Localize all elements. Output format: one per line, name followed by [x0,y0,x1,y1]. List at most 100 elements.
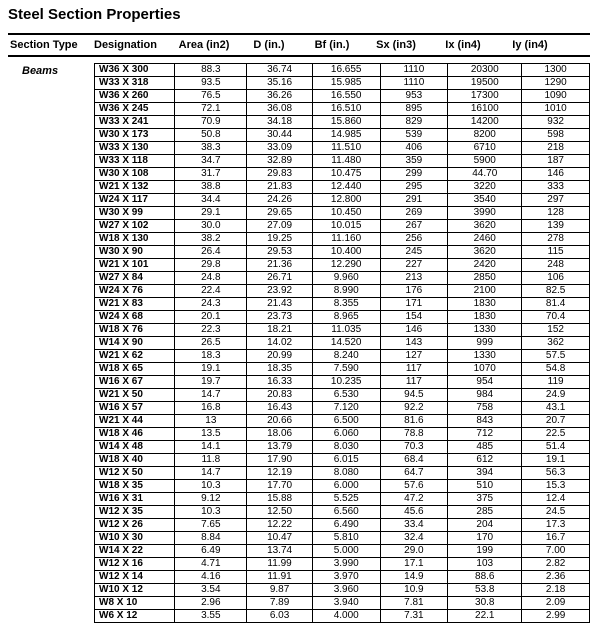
cell-bf: 6.060 [312,428,380,441]
cell-d: 23.73 [247,311,313,324]
cell-area: 38.8 [175,181,247,194]
cell-d: 13.79 [247,441,313,454]
table-row: W10 X 308.8410.475.81032.417016.7 [95,532,590,545]
cell-sx: 146 [380,324,448,337]
cell-d: 21.43 [247,298,313,311]
table-row: W21 X 6218.320.998.240127133057.5 [95,350,590,363]
cell-area: 6.49 [175,545,247,558]
cell-area: 24.3 [175,298,247,311]
cell-d: 27.09 [247,220,313,233]
cell-sx: 359 [380,155,448,168]
table-row: W6 X 123.556.034.0007.3122.12.99 [95,610,590,623]
cell-area: 76.5 [175,90,247,103]
cell-designation: W24 X 117 [95,194,175,207]
cell-ix: 3540 [448,194,522,207]
cell-designation: W6 X 12 [95,610,175,623]
cell-area: 3.54 [175,584,247,597]
cell-bf: 15.860 [312,116,380,129]
cell-designation: W16 X 31 [95,493,175,506]
table-row: W16 X 5716.816.437.12092.275843.1 [95,402,590,415]
cell-sx: 213 [380,272,448,285]
cell-designation: W14 X 48 [95,441,175,454]
cell-ix: 17300 [448,90,522,103]
cell-sx: 117 [380,363,448,376]
table-row: W18 X 6519.118.357.590117107054.8 [95,363,590,376]
cell-designation: W18 X 65 [95,363,175,376]
table-row: W33 X 31893.535.1615.9851110195001290 [95,77,590,90]
cell-iy: 24.9 [522,389,590,402]
cell-ix: 999 [448,337,522,350]
cell-designation: W12 X 35 [95,506,175,519]
cell-d: 12.19 [247,467,313,480]
cell-d: 12.22 [247,519,313,532]
cell-designation: W36 X 245 [95,103,175,116]
cell-d: 13.74 [247,545,313,558]
cell-bf: 10.450 [312,207,380,220]
cell-iy: 139 [522,220,590,233]
cell-area: 19.1 [175,363,247,376]
cell-bf: 11.035 [312,324,380,337]
cell-iy: 57.5 [522,350,590,363]
cell-d: 20.83 [247,389,313,402]
table-row: W12 X 5014.712.198.08064.739456.3 [95,467,590,480]
cell-designation: W14 X 90 [95,337,175,350]
cell-ix: 170 [448,532,522,545]
cell-iy: 115 [522,246,590,259]
cell-ix: 1330 [448,324,522,337]
cell-designation: W30 X 173 [95,129,175,142]
cell-ix: 88.6 [448,571,522,584]
cell-iy: 24.5 [522,506,590,519]
cell-ix: 1070 [448,363,522,376]
cell-ix: 22.1 [448,610,522,623]
cell-sx: 299 [380,168,448,181]
cell-ix: 954 [448,376,522,389]
cell-d: 21.36 [247,259,313,272]
col-header-iy: Iy (in4) [498,39,562,51]
table-row: W18 X 13038.219.2511.1602562460278 [95,233,590,246]
cell-ix: 44.70 [448,168,522,181]
cell-designation: W33 X 130 [95,142,175,155]
cell-d: 7.89 [247,597,313,610]
table-row: W24 X 11734.424.2612.8002913540297 [95,194,590,207]
cell-designation: W8 X 10 [95,597,175,610]
cell-sx: 57.6 [380,480,448,493]
cell-iy: 297 [522,194,590,207]
cell-designation: W18 X 76 [95,324,175,337]
cell-bf: 7.120 [312,402,380,415]
cell-d: 30.44 [247,129,313,142]
cell-area: 19.7 [175,376,247,389]
cell-iy: 218 [522,142,590,155]
cell-iy: 17.3 [522,519,590,532]
data-area: W36 X 30088.336.7416.6551110203001300W33… [94,63,590,623]
cell-sx: 267 [380,220,448,233]
cell-bf: 3.960 [312,584,380,597]
cell-designation: W12 X 50 [95,467,175,480]
cell-designation: W27 X 102 [95,220,175,233]
table-row: W33 X 11834.732.8911.4803595900187 [95,155,590,168]
cell-designation: W36 X 260 [95,90,175,103]
cell-iy: 82.5 [522,285,590,298]
cell-d: 33.09 [247,142,313,155]
cell-ix: 5900 [448,155,522,168]
cell-sx: 539 [380,129,448,142]
cell-area: 72.1 [175,103,247,116]
cell-area: 29.8 [175,259,247,272]
table-row: W18 X 4011.817.906.01568.461219.1 [95,454,590,467]
cell-sx: 953 [380,90,448,103]
cell-area: 26.5 [175,337,247,350]
cell-bf: 9.960 [312,272,380,285]
cell-designation: W24 X 76 [95,285,175,298]
cell-designation: W21 X 101 [95,259,175,272]
cell-d: 26.71 [247,272,313,285]
cell-sx: 1110 [380,64,448,77]
cell-area: 14.7 [175,389,247,402]
table-row: W21 X 8324.321.438.355171183081.4 [95,298,590,311]
col-header-designation: Designation [94,39,170,51]
cell-ix: 3620 [448,220,522,233]
cell-bf: 8.080 [312,467,380,480]
table-row: W36 X 30088.336.7416.6551110203001300 [95,64,590,77]
table-row: W12 X 144.1611.913.97014.988.62.36 [95,571,590,584]
table-row: W27 X 8424.826.719.9602132850106 [95,272,590,285]
cell-area: 70.9 [175,116,247,129]
cell-bf: 6.530 [312,389,380,402]
